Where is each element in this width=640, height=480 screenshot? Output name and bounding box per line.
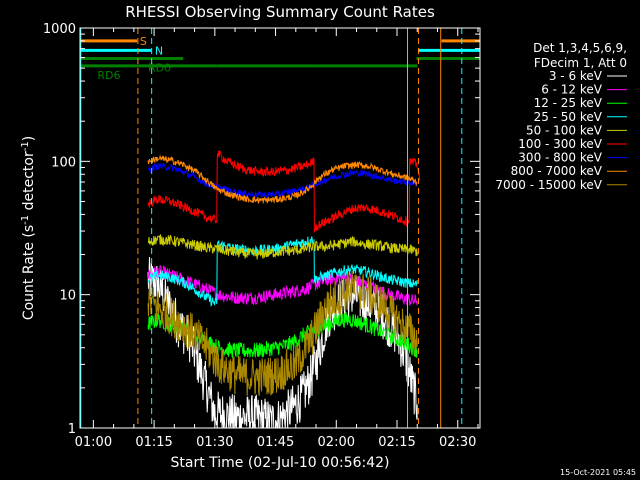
- legend-label-4: 50 - 100 keV: [526, 123, 603, 137]
- flag-label-1: N: [155, 44, 163, 57]
- y-axis-label-sup2: -1: [20, 141, 31, 151]
- y-axis-label-sup1: -1: [20, 215, 31, 225]
- x-tick-label-4: 02:00: [318, 435, 355, 450]
- series-line-5: [147, 270, 418, 396]
- y-tick-label-0: 1: [68, 422, 76, 437]
- x-tick-label-0: 01:00: [75, 435, 112, 450]
- y-axis-label-main: Count Rate (s: [21, 225, 37, 320]
- legend-header-1: Det 1,3,4,5,6,9,: [533, 41, 627, 55]
- flag-label-0: S: [140, 35, 147, 48]
- legend-label-1: 6 - 12 keV: [541, 83, 603, 97]
- chart-title: RHESSI Observing Summary Count Rates: [125, 3, 435, 21]
- legend-label-7: 800 - 7000 keV: [511, 164, 603, 178]
- x-tick-label-5: 02:15: [378, 435, 415, 450]
- series-line-2: [147, 311, 418, 359]
- series-layer: [147, 150, 421, 429]
- x-tick-label-2: 01:30: [196, 435, 233, 450]
- flag-label-3: RD6: [97, 69, 120, 82]
- legend-label-5: 100 - 300 keV: [518, 137, 602, 151]
- x-axis-label: Start Time (02-Jul-10 00:56:42): [170, 455, 389, 471]
- series-line-4: [147, 234, 418, 260]
- x-tick-label-3: 01:45: [257, 435, 294, 450]
- y-axis-label-mid: detector: [21, 151, 37, 215]
- footer-timestamp: 15-Oct-2021 05:45: [560, 468, 636, 477]
- series-line-8: [147, 154, 418, 205]
- time-markers: [80, 28, 463, 428]
- y-axis-label: Count Rate (s-1 detector-1): [20, 136, 37, 320]
- legend-label-3: 25 - 50 keV: [534, 110, 603, 124]
- legend-label-8: 7000 - 15000 keV: [495, 178, 602, 192]
- x-tick-label-1: 01:15: [135, 435, 172, 450]
- legend-header-2: FDecim 1, Att 0: [534, 56, 627, 70]
- y-tick-label-3: 1000: [43, 22, 76, 37]
- series-line-6: [147, 150, 421, 234]
- axes: 01:00 01:15 01:30 01:45 02:00 02:15 02:30 1 10 10…: [43, 22, 480, 450]
- legend-label-0: 3 - 6 keV: [549, 69, 603, 83]
- y-tick-label-2: 100: [51, 155, 76, 170]
- legend-label-6: 300 - 800 keV: [518, 151, 602, 165]
- y-axis-label-end: ): [21, 136, 37, 141]
- plot-frame: [79, 27, 481, 429]
- series-line-7: [147, 163, 418, 199]
- legend-label-2: 12 - 25 keV: [534, 96, 603, 110]
- x-tick-label-6: 02:30: [439, 435, 476, 450]
- y-tick-label-1: 10: [59, 289, 76, 304]
